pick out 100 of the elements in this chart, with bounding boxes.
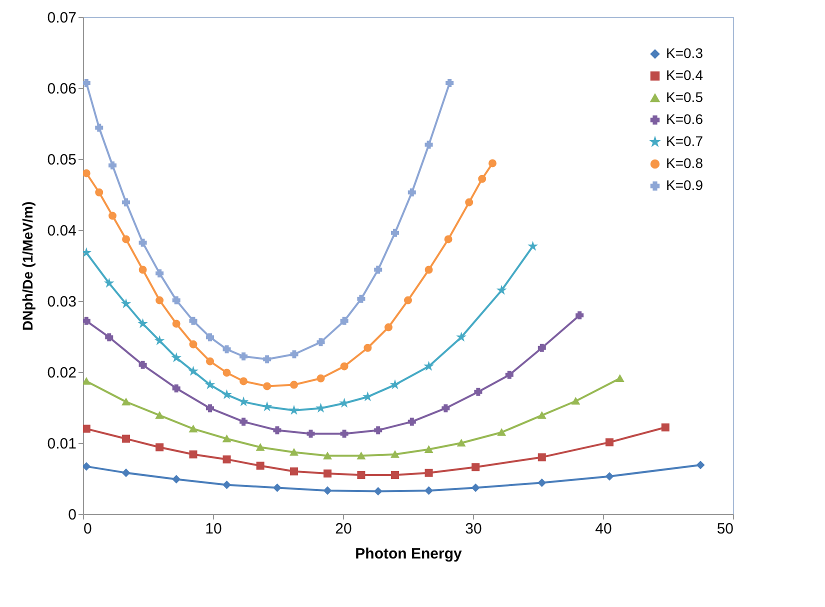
point: [240, 352, 248, 360]
point: [316, 374, 325, 382]
point: [478, 174, 486, 183]
legend-label: K=0.7: [666, 133, 704, 149]
point: [290, 467, 298, 476]
point: [172, 475, 180, 484]
y-tick-label: 0.06: [47, 80, 76, 98]
point: [156, 296, 164, 304]
point: [83, 169, 90, 178]
y-tick-label: 0.07: [47, 10, 76, 26]
y-tick-label: 0: [68, 506, 76, 524]
point: [374, 426, 382, 434]
point: [222, 455, 231, 464]
point: [446, 79, 454, 88]
point: [108, 161, 117, 170]
point: [138, 266, 147, 274]
point: [696, 461, 705, 470]
point: [240, 377, 248, 386]
point: [538, 478, 546, 487]
x-tick-label: 50: [716, 520, 734, 538]
point: [424, 140, 433, 149]
point: [424, 266, 433, 274]
point: [424, 486, 433, 495]
point: [505, 370, 514, 379]
y-axis-title: DNph/De (1/MeV/m): [19, 201, 36, 331]
point: [240, 418, 248, 426]
point: [83, 79, 90, 88]
point: [374, 266, 382, 274]
point: [290, 448, 298, 456]
point: [122, 468, 130, 477]
point: [340, 430, 348, 438]
point: [357, 294, 366, 303]
point: [263, 355, 272, 364]
point: [189, 425, 198, 432]
point: [364, 392, 372, 400]
point: [108, 212, 117, 220]
point: [122, 235, 130, 244]
point: [424, 468, 433, 477]
point: [263, 382, 272, 390]
point: [390, 470, 400, 479]
point: [364, 344, 372, 352]
point: [424, 362, 433, 370]
point: [384, 323, 393, 332]
point: [390, 228, 400, 237]
point: [340, 316, 348, 325]
point: [605, 472, 614, 480]
y-tick-label: 0.05: [47, 152, 76, 168]
point: [172, 296, 180, 304]
point: [105, 333, 114, 342]
point: [222, 345, 231, 354]
point: [156, 269, 164, 278]
point: [357, 470, 366, 479]
point: [474, 388, 482, 396]
point: [442, 404, 450, 412]
point: [661, 423, 670, 432]
point: [444, 235, 452, 244]
x-tick-label: 40: [595, 520, 612, 538]
point: [488, 159, 497, 168]
point: [95, 124, 104, 132]
point: [156, 412, 164, 419]
point: [616, 374, 624, 382]
legend-label: K=0.8: [666, 155, 704, 171]
point: [83, 378, 90, 385]
point: [273, 426, 282, 434]
point: [498, 428, 506, 436]
point: [189, 340, 198, 348]
point: [538, 344, 546, 352]
x-axis-title: Photon Energy: [355, 546, 462, 562]
point: [122, 198, 130, 206]
legend-label: K=0.5: [666, 89, 704, 105]
point: [324, 486, 332, 495]
point: [408, 188, 416, 196]
point: [424, 446, 433, 453]
point: [306, 430, 315, 438]
point: [172, 384, 180, 392]
point: [122, 398, 130, 406]
point: [256, 462, 264, 470]
point: [576, 311, 584, 320]
point: [528, 242, 537, 250]
point: [122, 434, 130, 443]
point: [189, 450, 198, 458]
point: [290, 350, 298, 358]
x-tick-label: 30: [465, 520, 482, 538]
point: [472, 463, 480, 472]
point: [95, 188, 104, 196]
y-tick-label: 0.04: [47, 222, 76, 240]
point: [222, 480, 231, 489]
point: [465, 198, 474, 206]
point: [156, 443, 164, 452]
point: [138, 360, 147, 369]
y-tick-label: 0.02: [47, 364, 76, 382]
point: [222, 368, 231, 377]
legend-label: K=0.4: [666, 67, 704, 83]
point: [256, 444, 264, 451]
y-tick-label: 0.01: [47, 436, 76, 452]
point: [357, 452, 366, 460]
point: [206, 333, 214, 342]
point: [472, 484, 480, 492]
x-tick-label: 10: [205, 520, 222, 538]
point: [404, 296, 412, 304]
